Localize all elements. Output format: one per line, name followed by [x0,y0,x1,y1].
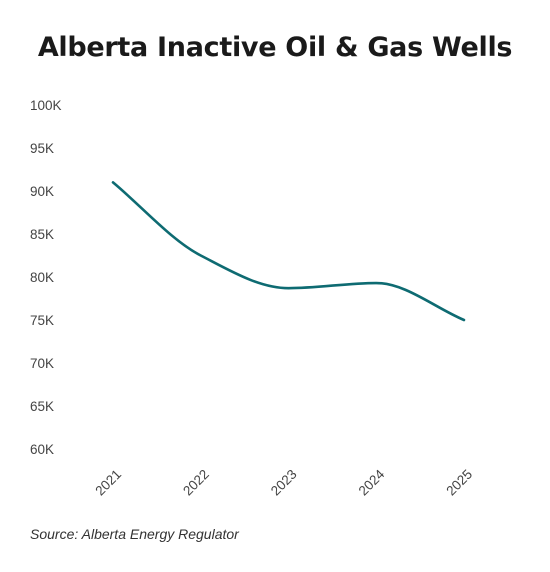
x-tick-label: 2024 [356,466,388,498]
series-group [111,181,466,322]
y-tick-label: 70K [30,356,54,371]
series-line [111,181,466,322]
y-tick-label: 100K [30,98,62,113]
y-tick-label: 60K [30,442,54,457]
source-note: Source: Alberta Energy Regulator [30,526,239,542]
y-tick-label: 85K [30,227,54,242]
x-tick-label: 2023 [268,467,300,499]
x-axis-ticks: 2021 2022 2023 2024 2025 [92,466,475,498]
y-axis-ticks: 100K 95K 90K 85K 80K 75K 70K 65K 60K [30,98,62,457]
x-tick-label: 2025 [443,467,475,499]
x-tick-label: 2022 [180,467,212,499]
chart-title: Alberta Inactive Oil & Gas Wells [37,32,513,63]
x-tick-label: 2021 [92,467,124,499]
y-tick-label: 65K [30,399,54,414]
y-tick-label: 90K [30,184,54,199]
y-tick-label: 95K [30,141,54,156]
y-tick-label: 80K [30,270,54,285]
y-tick-label: 75K [30,313,54,328]
